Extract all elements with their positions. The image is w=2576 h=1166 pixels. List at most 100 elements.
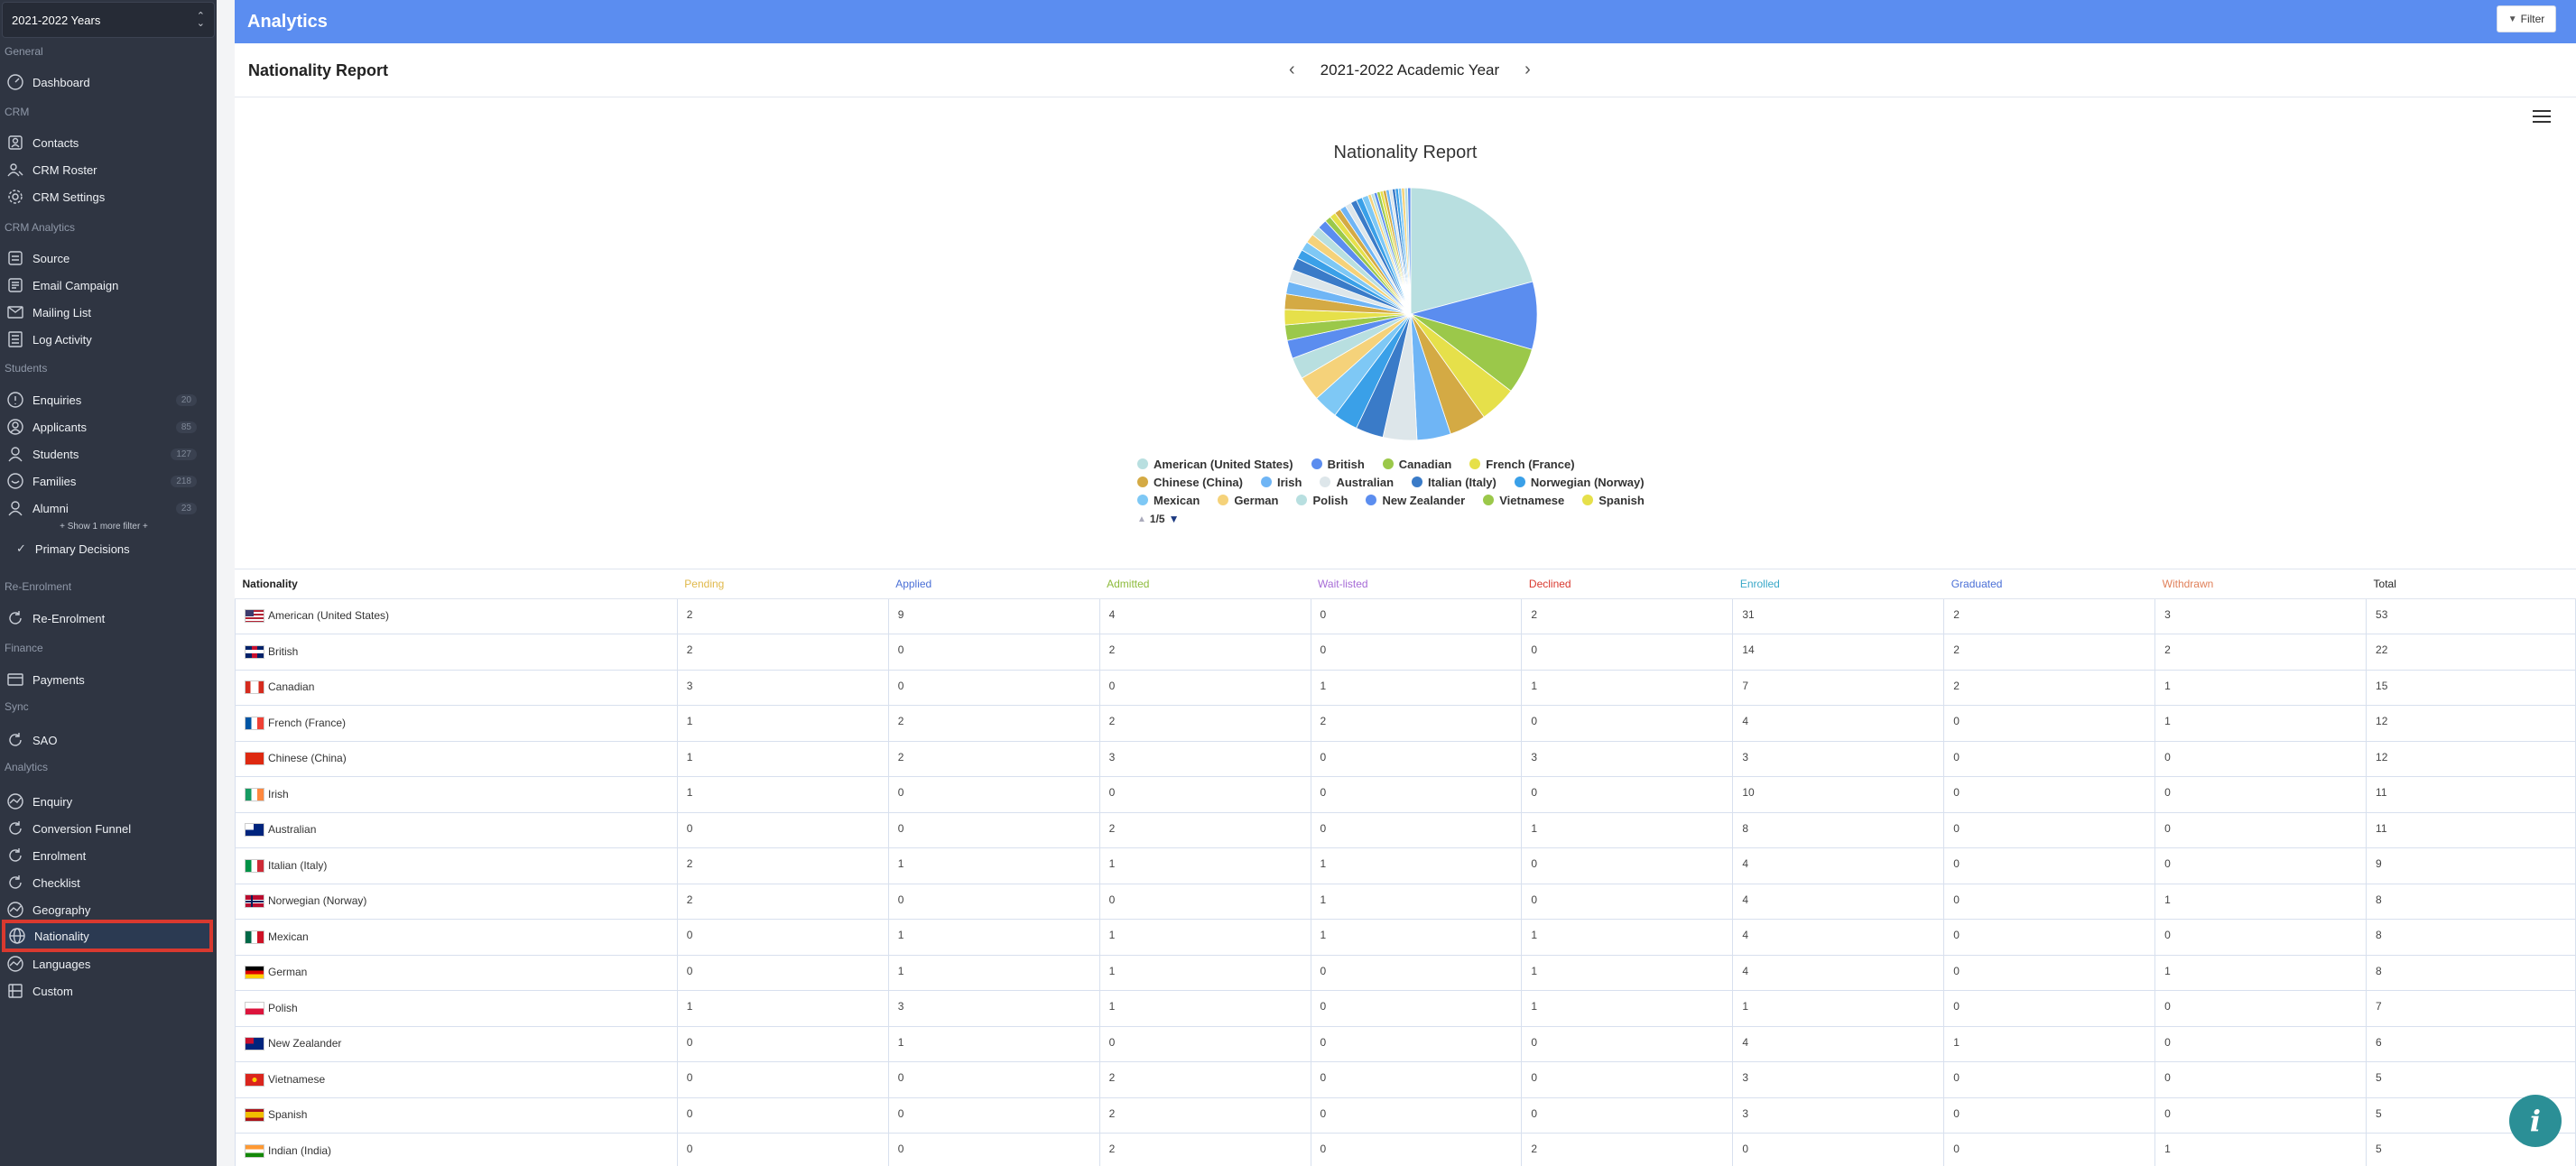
- column-header[interactable]: Pending: [677, 569, 889, 599]
- column-header[interactable]: Wait-listed: [1311, 569, 1522, 599]
- value-cell: 0: [1521, 1025, 1734, 1062]
- sidebar-item-dashboard[interactable]: Dashboard: [0, 69, 213, 96]
- value-cell: 0: [1732, 1133, 1945, 1166]
- year-select[interactable]: 2021-2022 Years ⌃ ⌄: [2, 2, 215, 38]
- value-cell: 31: [1732, 597, 1945, 634]
- table-row: Canadian 3 0 0 1 1 7 2 1 15: [235, 669, 2576, 706]
- pie-slice[interactable]: [1410, 187, 1534, 315]
- legend-item[interactable]: Norwegian (Norway): [1514, 476, 1645, 489]
- value-cell: 11: [2366, 811, 2576, 848]
- value-cell: 5: [2366, 1061, 2576, 1098]
- sidebar-item-label: Custom: [32, 984, 73, 998]
- legend-item[interactable]: Spanish: [1582, 494, 1645, 507]
- sidebar-item-sao[interactable]: SAO: [0, 726, 213, 754]
- filter-button[interactable]: ▼ Filter: [2497, 5, 2556, 32]
- sidebar-item-label: Contacts: [32, 135, 79, 150]
- pie-slice[interactable]: [1407, 187, 1412, 315]
- sidebar-item-enquiry[interactable]: Enquiry: [0, 788, 213, 815]
- sidebar-item-enrolment[interactable]: Enrolment: [0, 842, 213, 869]
- value-cell: 4: [1732, 954, 1945, 991]
- legend-item[interactable]: Italian (Italy): [1412, 476, 1496, 489]
- column-header[interactable]: Nationality: [235, 569, 678, 599]
- sidebar-item-crm-roster[interactable]: CRM Roster: [0, 156, 213, 183]
- sidebar-item-nationality[interactable]: Nationality: [2, 920, 213, 952]
- column-header[interactable]: Total: [2366, 569, 2576, 599]
- sidebar-section-label: Re-Enrolment: [5, 580, 72, 593]
- sidebar-item-label: Nationality: [34, 929, 89, 943]
- sidebar-item-crm-settings[interactable]: CRM Settings: [0, 183, 213, 210]
- sidebar-item-label: Payments: [32, 672, 85, 687]
- column-header[interactable]: Admitted: [1099, 569, 1311, 599]
- legend-item[interactable]: British: [1311, 458, 1365, 471]
- column-header[interactable]: Declined: [1521, 569, 1733, 599]
- sidebar-item-label: Source: [32, 251, 70, 265]
- sidebar-item-conversion-funnel[interactable]: Conversion Funnel: [0, 815, 213, 842]
- sidebar-item-label: Geography: [32, 902, 91, 917]
- legend-item[interactable]: Australian: [1320, 476, 1394, 489]
- column-header[interactable]: Enrolled: [1732, 569, 1944, 599]
- flag-no-icon: [245, 894, 264, 909]
- legend-label: American (United States): [1154, 457, 1293, 471]
- sidebar-item-custom[interactable]: Custom: [0, 977, 213, 1004]
- triangle-down-icon[interactable]: ▼: [1168, 513, 1180, 525]
- primary-decisions-filter[interactable]: ✓ Primary Decisions: [16, 541, 130, 556]
- legend-item[interactable]: Canadian: [1382, 458, 1451, 471]
- value-cell: 0: [1310, 811, 1523, 848]
- sidebar-item-enquiries[interactable]: Enquiries 20: [0, 386, 213, 413]
- legend-item[interactable]: Mexican: [1137, 494, 1200, 507]
- info-button[interactable]: i: [2509, 1095, 2562, 1147]
- sidebar-item-alumni[interactable]: Alumni 23: [0, 495, 213, 522]
- legend-item[interactable]: New Zealander: [1366, 494, 1465, 507]
- legend-item[interactable]: French (France): [1469, 458, 1575, 471]
- sidebar-item-label: Languages: [32, 957, 91, 971]
- sidebar-item-checklist[interactable]: Checklist: [0, 869, 213, 896]
- chart-legend: American (United States) British Canadian F…: [1137, 455, 1697, 525]
- sidebar-item-applicants[interactable]: Applicants 85: [0, 413, 213, 440]
- table-row: Spanish 0 0 2 0 0 3 0 0 5: [235, 1097, 2576, 1134]
- sidebar-item-label: Conversion Funnel: [32, 821, 132, 836]
- sidebar-item-languages[interactable]: Languages: [0, 950, 213, 977]
- sidebar-item-email-campaign[interactable]: Email Campaign: [0, 272, 213, 299]
- legend-item[interactable]: Polish: [1296, 494, 1348, 507]
- sidebar-item-mailing-list[interactable]: Mailing List: [0, 299, 213, 326]
- chart-menu-icon[interactable]: [2533, 110, 2551, 125]
- custom-icon: [5, 981, 25, 1001]
- chevron-right-icon[interactable]: ›: [1524, 60, 1531, 79]
- show-more-filter-link[interactable]: + Show 1 more filter +: [60, 522, 148, 532]
- sync-icon: [5, 730, 25, 750]
- sidebar-item-log-activity[interactable]: Log Activity: [0, 326, 213, 353]
- sidebar-item-payments[interactable]: Payments: [0, 666, 213, 693]
- sidebar-item-source[interactable]: Source: [0, 245, 213, 272]
- sidebar-item-families[interactable]: Families 218: [0, 467, 213, 495]
- legend-item[interactable]: German: [1218, 494, 1278, 507]
- value-cell: 1: [1521, 990, 1734, 1027]
- legend-marker: [1514, 477, 1525, 487]
- legend-marker: [1412, 477, 1423, 487]
- sidebar-item-geography[interactable]: Geography: [0, 896, 213, 923]
- legend-marker: [1366, 495, 1377, 505]
- legend-item[interactable]: Vietnamese: [1483, 494, 1564, 507]
- value-cell: 0: [1521, 1061, 1734, 1098]
- legend-label: Mexican: [1154, 493, 1200, 507]
- sidebar-item-re-enrolment[interactable]: Re-Enrolment: [0, 605, 213, 632]
- legend-item[interactable]: Chinese (China): [1137, 476, 1243, 489]
- column-header[interactable]: Withdrawn: [2154, 569, 2367, 599]
- enquiries-icon: [5, 390, 25, 410]
- table-row: Polish 1 3 1 0 1 1 0 0 7: [235, 990, 2576, 1027]
- value-cell: 1: [2154, 705, 2368, 742]
- column-header[interactable]: Graduated: [1943, 569, 2155, 599]
- nationality-cell: New Zealander: [235, 1025, 678, 1062]
- flag-us-icon: [245, 609, 264, 624]
- legend-item[interactable]: Irish: [1260, 476, 1302, 489]
- chevron-left-icon[interactable]: ‹: [1289, 60, 1295, 79]
- value-cell: 1: [1310, 883, 1523, 920]
- legend-marker: [1260, 477, 1272, 487]
- legend-label: Italian (Italy): [1428, 475, 1496, 489]
- value-cell: 2: [1521, 1133, 1734, 1166]
- sidebar-item-students[interactable]: Students 127: [0, 440, 213, 467]
- sidebar-item-contacts[interactable]: Contacts: [0, 129, 213, 156]
- value-cell: 0: [1310, 740, 1523, 777]
- triangle-up-icon[interactable]: ▲: [1137, 514, 1146, 524]
- column-header[interactable]: Applied: [888, 569, 1100, 599]
- legend-item[interactable]: American (United States): [1137, 458, 1293, 471]
